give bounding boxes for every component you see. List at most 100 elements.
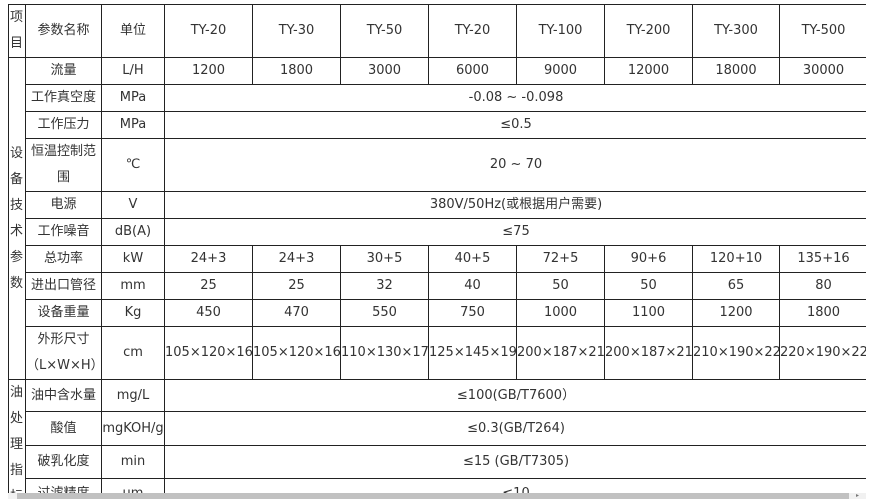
param-unit: dB(A) xyxy=(101,218,165,246)
param-value: 1800 xyxy=(252,57,341,85)
spec-table: 项目 参数名称 单位 TY-20 TY-30 TY-50 TY-20 TY-10… xyxy=(8,4,866,493)
param-value: 1200 xyxy=(692,299,780,327)
param-value: 110×130×170 xyxy=(340,326,429,380)
param-value: 125×145×190 xyxy=(428,326,517,380)
param-value-merged: ≤0.3(GB/T264) xyxy=(164,411,866,447)
param-value: 1100 xyxy=(604,299,693,327)
param-name: 工作噪音 xyxy=(25,218,102,246)
param-value: 65 xyxy=(692,272,780,300)
param-name: 工作真空度 xyxy=(25,84,102,112)
param-name: 总功率 xyxy=(25,245,102,273)
param-name: 过滤精度 xyxy=(25,477,102,493)
param-unit: cm xyxy=(101,326,165,380)
param-name: 设备重量 xyxy=(25,299,102,327)
param-unit: MPa xyxy=(101,111,165,139)
param-name: 油中含水量 xyxy=(25,378,102,413)
param-value: 210×190×225 xyxy=(692,326,780,380)
param-name: 电源 xyxy=(25,191,102,219)
table-row: 进出口管径 mm 25 25 32 40 50 50 65 80 xyxy=(9,272,866,300)
param-value: 24+3 xyxy=(252,245,341,273)
param-value: 450 xyxy=(164,299,253,327)
table-row: 外形尺寸（L×W×H） cm 105×120×160 105×120×160 110×1… xyxy=(9,326,866,380)
param-unit: ℃ xyxy=(101,138,165,192)
param-value-merged: -0.08 ~ -0.098 xyxy=(164,84,866,112)
param-value: 25 xyxy=(164,272,253,300)
param-value-merged: ≤0.5 xyxy=(164,111,866,139)
param-name: 恒温控制范围 xyxy=(25,138,102,192)
param-value-merged: 380V/50Hz(或根据用户需要) xyxy=(164,191,866,219)
param-name: 外形尺寸（L×W×H） xyxy=(25,326,102,380)
param-value: 750 xyxy=(428,299,517,327)
header-unit: 单位 xyxy=(101,4,165,58)
table-row: 工作压力 MPa ≤0.5 xyxy=(9,111,866,139)
table-row: 设备重量 Kg 450 470 550 750 1000 1100 1200 1800 xyxy=(9,299,866,327)
param-value: 120+10 xyxy=(692,245,780,273)
param-value-merged: ≤100(GB/T7600） xyxy=(164,378,866,413)
param-name: 工作压力 xyxy=(25,111,102,139)
header-model: TY-20 xyxy=(164,4,253,58)
param-unit: mgKOH/g xyxy=(101,411,165,447)
spec-table-container: 项目 参数名称 单位 TY-20 TY-30 TY-50 TY-20 TY-10… xyxy=(8,4,866,493)
param-value: 9000 xyxy=(516,57,605,85)
param-value: 50 xyxy=(516,272,605,300)
table-row: 破乳化度 min ≤15 (GB/T7305) xyxy=(9,445,866,479)
param-name: 进出口管径 xyxy=(25,272,102,300)
param-name: 流量 xyxy=(25,57,102,85)
header-model: TY-200 xyxy=(604,4,693,58)
param-value: 40 xyxy=(428,272,517,300)
param-value: 1000 xyxy=(516,299,605,327)
param-value: 105×120×160 xyxy=(252,326,341,380)
param-value: 105×120×160 xyxy=(164,326,253,380)
param-value: 50 xyxy=(604,272,693,300)
param-name: 酸值 xyxy=(25,411,102,447)
param-value: 30+5 xyxy=(340,245,429,273)
param-value: 72+5 xyxy=(516,245,605,273)
header-model: TY-300 xyxy=(692,4,780,58)
table-row: 酸值 mgKOH/g ≤0.3(GB/T264) xyxy=(9,411,866,447)
param-unit: mg/L xyxy=(101,378,165,413)
param-name: 破乳化度 xyxy=(25,445,102,479)
header-model: TY-100 xyxy=(516,4,605,58)
table-row: 工作噪音 dB(A) ≤75 xyxy=(9,218,866,246)
table-row: 恒温控制范围 ℃ 20 ~ 70 xyxy=(9,138,866,192)
header-model: TY-50 xyxy=(340,4,429,58)
param-value: 550 xyxy=(340,299,429,327)
table-row: 油处理指标油中含水量mg/L≤100(GB/T7600） xyxy=(8,378,866,493)
param-value: 25 xyxy=(252,272,341,300)
section-oil: 油处理指标 xyxy=(8,379,26,493)
header-section: 项目 xyxy=(8,4,26,58)
table-row: 过滤精度μm≤10 xyxy=(9,477,866,493)
param-unit: MPa xyxy=(101,84,165,112)
header-row: 项目 参数名称 单位 TY-20 TY-30 TY-50 TY-20 TY-10… xyxy=(8,4,866,58)
horizontal-scrollbar[interactable]: ▸ xyxy=(8,493,866,499)
param-value: 24+3 xyxy=(164,245,253,273)
scroll-right-arrow-icon[interactable]: ▸ xyxy=(856,492,860,499)
param-value: 40+5 xyxy=(428,245,517,273)
param-value: 6000 xyxy=(428,57,517,85)
param-value: 220×190×225 xyxy=(779,326,866,380)
header-model: TY-20 xyxy=(428,4,517,58)
header-param: 参数名称 xyxy=(25,4,102,58)
param-value: 80 xyxy=(779,272,866,300)
param-value: 90+6 xyxy=(604,245,693,273)
param-value: 1800 xyxy=(779,299,866,327)
param-unit: L/H xyxy=(101,57,165,85)
table-row: 电源 V 380V/50Hz(或根据用户需要) xyxy=(9,191,866,219)
param-value: 470 xyxy=(252,299,341,327)
table-row: 工作真空度 MPa -0.08 ~ -0.098 xyxy=(9,84,866,112)
param-value-merged: ≤15 (GB/T7305) xyxy=(164,445,866,479)
param-value: 18000 xyxy=(692,57,780,85)
scrollbar-thumb[interactable] xyxy=(17,493,849,499)
param-unit: kW xyxy=(101,245,165,273)
param-value-merged: 20 ~ 70 xyxy=(164,138,866,192)
param-value: 32 xyxy=(340,272,429,300)
header-model: TY-500 xyxy=(779,4,866,58)
param-unit: mm xyxy=(101,272,165,300)
table-row: 设备技术参数 流量 L/H 1200 1800 3000 6000 9000 12000 1800… xyxy=(8,57,866,380)
param-value-merged: ≤10 xyxy=(164,477,866,493)
section-equipment: 设备技术参数 xyxy=(8,57,26,380)
param-unit: min xyxy=(101,445,165,479)
param-value: 200×187×210 xyxy=(516,326,605,380)
param-value: 135+16 xyxy=(779,245,866,273)
param-value: 12000 xyxy=(604,57,693,85)
